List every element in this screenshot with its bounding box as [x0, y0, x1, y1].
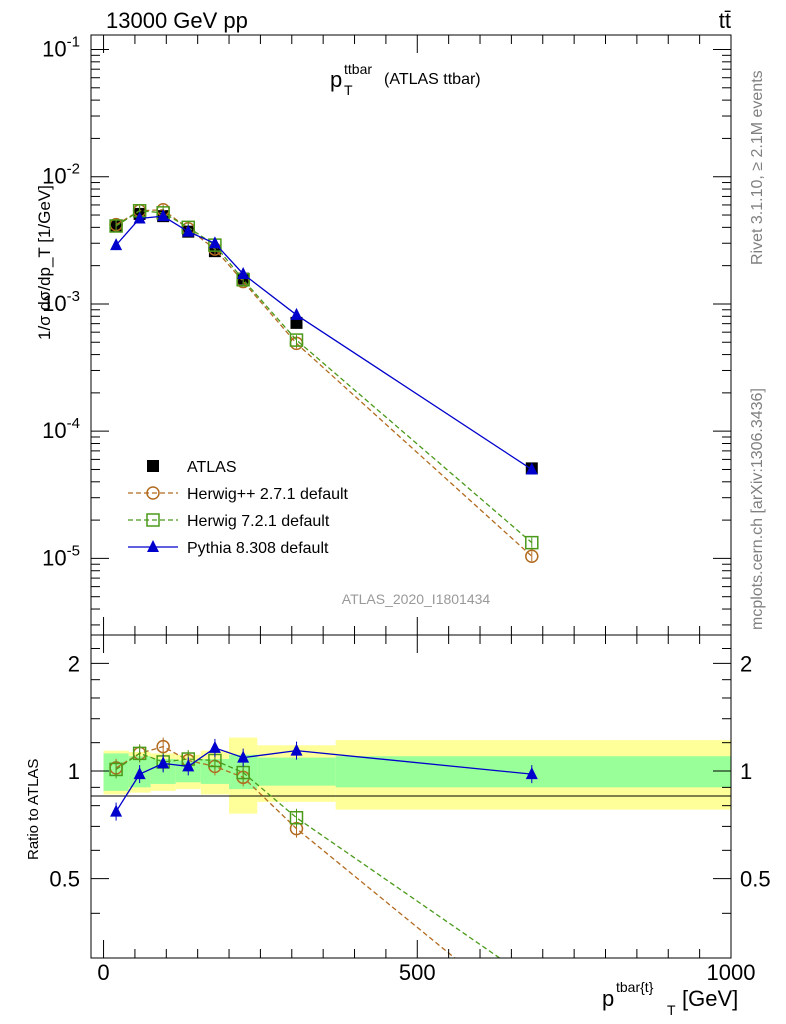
main-y-tick-label: 10-1: [42, 33, 80, 61]
plot-title-main: p: [330, 67, 342, 92]
x-tick-label: 1000: [707, 960, 756, 985]
ratio-point-herwig7: [109, 762, 123, 777]
legend-marker-atlas: [147, 460, 159, 472]
ratio-point-pythia: [525, 767, 538, 780]
ratio-point-herwig7: [289, 811, 304, 825]
ratio-bands: [103, 737, 731, 814]
data-point-herwigpp: [525, 549, 539, 563]
ratio-point-herwigpp: [526, 1015, 538, 1024]
data-point-pythia: [525, 462, 538, 475]
uncertainty-band-inner: [257, 757, 336, 786]
ratio-point-pythia: [208, 740, 221, 753]
legend-label-atlas: ATLAS: [187, 459, 237, 476]
x-tick-label: 0: [97, 960, 109, 985]
data-point-pythia: [208, 236, 221, 249]
main-panel: 10-5 10-4 10-3 10-2 10-1 p ttbar T (ATLAS tt…: [35, 33, 732, 636]
main-y-tick-label: 10-2: [42, 161, 80, 189]
data-point-pythia: [182, 224, 195, 237]
legend-marker-herwig7: [146, 513, 160, 527]
ratio-y-tick-label-right: 0.5: [740, 867, 771, 892]
main-y-tick-label: 10-4: [42, 415, 80, 443]
x-tick-label: 500: [399, 960, 436, 985]
main-y-axis-label: 1/σ dσ/dp_T [1/GeV]: [35, 185, 54, 340]
ratio-line-pythia: [115, 747, 532, 812]
data-point-herwig7: [289, 333, 304, 347]
energy-label: 13000 GeV pp: [106, 8, 248, 33]
legend-label-herwigpp: Herwig++ 2.7.1 default: [187, 486, 349, 503]
main-x-ticks: [103, 35, 732, 635]
series-line-herwig7: [115, 210, 533, 544]
legend: ATLAS Herwig++ 2.7.1 default Herwig 7.2.1 …: [128, 459, 349, 557]
ratio-y-tick-label: 2: [68, 651, 80, 676]
series-line-herwigpp: [115, 209, 533, 557]
ratio-y-tick-label: 0.5: [49, 867, 80, 892]
ratio-y-axis-label: Ratio to ATLAS: [25, 759, 42, 860]
ratio-y-tick-label: 1: [68, 759, 80, 784]
ratio-x-ticks: 0 500 1000: [97, 635, 755, 985]
x-axis-label-sup: tbar{t}: [616, 979, 654, 995]
ratio-frame: [90, 634, 732, 959]
process-label: tt̄: [719, 8, 731, 33]
ratio-point-pythia: [182, 759, 195, 772]
legend-label-herwig7: Herwig 7.2.1 default: [187, 513, 330, 530]
mcplots-label: mcplots.cern.ch [arXiv:1306.3436]: [749, 388, 766, 630]
ratio-point-pythia: [290, 743, 303, 756]
ratio-point-pythia: [110, 804, 123, 817]
rivet-version-label: Rivet 3.1.10, ≥ 2.1M events: [749, 70, 766, 265]
legend-marker-herwigpp: [146, 486, 160, 500]
ratio-y-tick-label-right: 1: [740, 759, 752, 784]
data-point-pythia: [290, 307, 303, 320]
legend-marker-pythia: [147, 540, 159, 552]
main-y-ticks: 10-5 10-4 10-3 10-2 10-1: [42, 33, 731, 626]
main-marks: [109, 203, 539, 563]
main-y-tick-label: 10-5: [42, 542, 80, 570]
ratio-point-herwigpp: [156, 739, 170, 754]
data-point-herwig7: [525, 535, 539, 550]
ratio-y-ticks: 0.5 0.5 1 1 2 2: [49, 648, 771, 914]
data-point-herwig7: [109, 219, 123, 233]
series-line-pythia: [115, 215, 533, 471]
ratio-point-pythia: [237, 750, 250, 763]
ratio-marks: [109, 737, 538, 1024]
main-y-tick-label: 10-3: [42, 288, 80, 316]
x-axis-label-main: p: [602, 986, 614, 1011]
x-axis-label-sub: T: [667, 1002, 676, 1018]
data-point-pythia: [133, 211, 146, 224]
ratio-point-herwig7: [526, 974, 538, 986]
ratio-point-pythia: [133, 767, 146, 780]
legend-label-pythia: Pythia 8.308 default: [187, 540, 329, 557]
plot-title-tail: (ATLAS ttbar): [384, 71, 481, 88]
plot-title-sub: T: [344, 82, 353, 98]
ratio-line-herwig7: [115, 752, 501, 958]
plot-title-sup: ttbar: [344, 61, 372, 77]
ratio-line-herwigpp: [115, 745, 456, 958]
ratio-panel: 0.5 0.5 1 1 2 2 0 500 1000 Ratio to ATLAS p tba…: [25, 634, 771, 1024]
ratio-point-pythia: [157, 756, 170, 769]
ratio-y-tick-label-right: 2: [740, 651, 752, 676]
analysis-id-label: ATLAS_2020_I1801434: [342, 591, 491, 607]
data-point-pythia: [237, 266, 250, 279]
data-point-pythia: [157, 209, 170, 222]
x-axis-label-unit: [GeV]: [682, 986, 738, 1011]
data-point-pythia: [110, 238, 123, 251]
ratio-point-herwig7: [132, 746, 147, 761]
